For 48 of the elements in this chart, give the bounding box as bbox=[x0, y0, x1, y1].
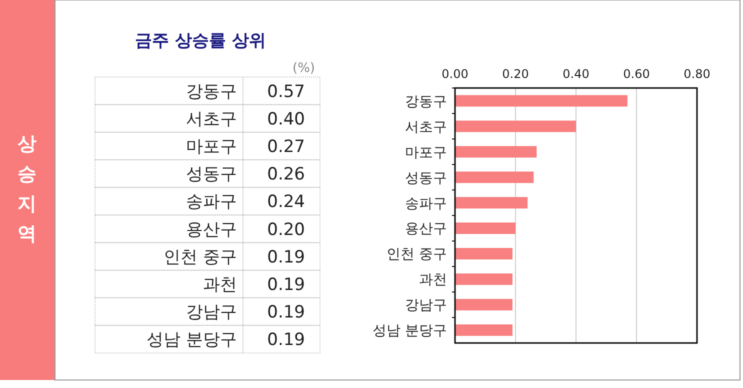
x-tick-label: 0.00 bbox=[442, 67, 468, 81]
bar bbox=[455, 222, 516, 234]
x-tick-label: 0.80 bbox=[684, 67, 710, 81]
category-label: 과천 bbox=[203, 275, 237, 295]
bar bbox=[455, 324, 512, 336]
y-tick-label: 강남구 bbox=[405, 298, 447, 314]
text: 금주 상승률 상위 bbox=[135, 31, 266, 51]
y-tick-label: 용산구 bbox=[405, 221, 447, 238]
data-label: 0.19 bbox=[267, 330, 305, 350]
category-label: 인천 중구 bbox=[164, 247, 237, 268]
data-label: 0.40 bbox=[267, 109, 305, 130]
bar bbox=[455, 172, 534, 184]
data-label: 0.20 bbox=[267, 220, 305, 240]
data-label: 0.24 bbox=[267, 192, 305, 212]
category-label: 서초구 bbox=[186, 109, 237, 130]
bar bbox=[455, 146, 537, 158]
y-tick-label: 서초구 bbox=[405, 119, 447, 136]
text: 상승지역 bbox=[18, 133, 36, 245]
y-tick-label: 과천 bbox=[419, 272, 447, 288]
y-tick-label: 인천 중구 bbox=[386, 246, 447, 263]
data-label: 0.19 bbox=[267, 275, 305, 295]
x-tick-label: 0.40 bbox=[562, 67, 590, 81]
category-label: 강남구 bbox=[186, 302, 237, 323]
bar bbox=[455, 273, 512, 285]
data-label: 0.26 bbox=[267, 164, 305, 185]
y-tick-label: 송파구 bbox=[405, 196, 447, 212]
data-label: 0.19 bbox=[267, 302, 305, 323]
x-tick-label: 0.60 bbox=[623, 67, 650, 81]
data-label: 0.27 bbox=[267, 137, 305, 157]
category-label: 송파구 bbox=[186, 192, 237, 212]
y-tick-label: 성동구 bbox=[405, 170, 447, 186]
category-label: 성동구 bbox=[186, 164, 237, 185]
text: (%) bbox=[292, 61, 315, 76]
bar bbox=[455, 95, 628, 107]
bar bbox=[455, 197, 528, 208]
y-tick-label: 마포구 bbox=[405, 144, 447, 161]
bar bbox=[455, 248, 512, 260]
x-tick-label: 0.20 bbox=[502, 67, 529, 81]
category-label: 용산구 bbox=[186, 220, 237, 240]
y-tick-label: 성남 분당구 bbox=[372, 323, 447, 340]
category-label: 마포구 bbox=[186, 137, 237, 157]
bar bbox=[455, 120, 576, 132]
data-label: 0.19 bbox=[267, 247, 305, 268]
category-label: 성남 분당구 bbox=[146, 330, 237, 350]
category-label: 강동구 bbox=[186, 82, 237, 102]
y-tick-label: 강동구 bbox=[405, 94, 447, 110]
data-label: 0.57 bbox=[267, 82, 305, 102]
bar bbox=[455, 298, 512, 310]
